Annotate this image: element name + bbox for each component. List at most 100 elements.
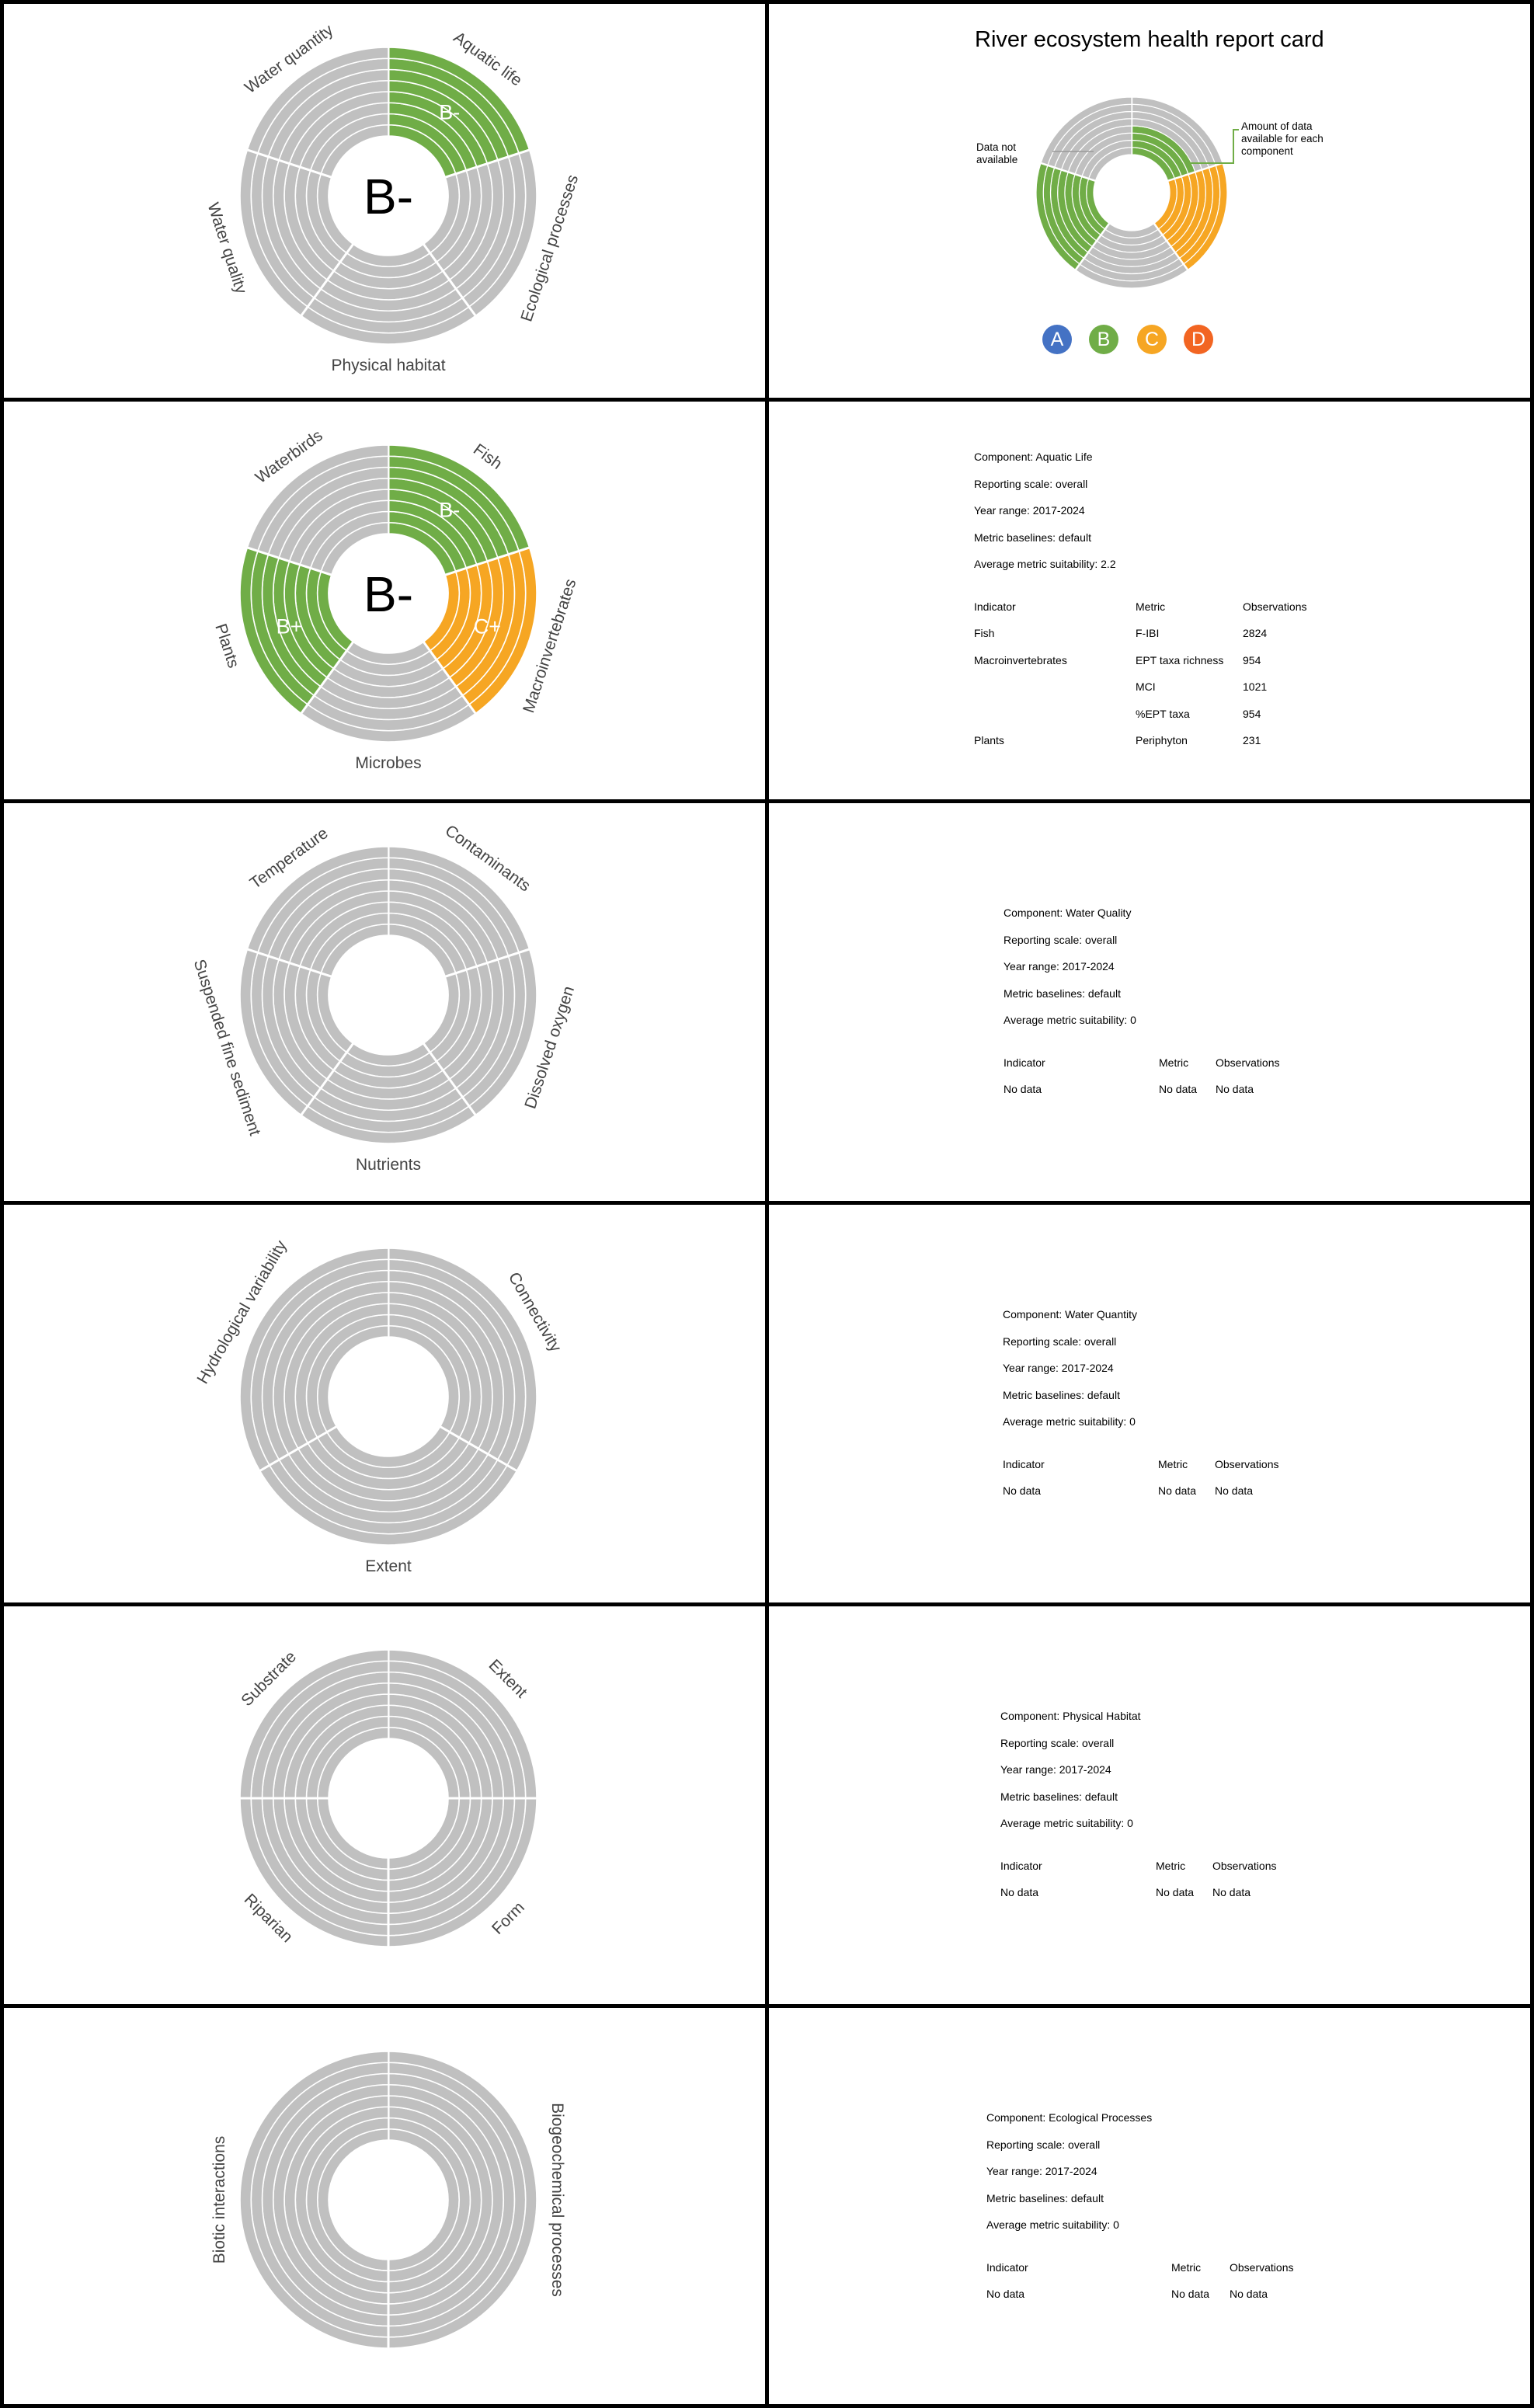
info-block: Component: Physical Habitat Reporting sca…: [1000, 1708, 1311, 1913]
table-cell: %EPT taxa: [1136, 707, 1190, 720]
segment-divider: [423, 243, 477, 317]
segment-contaminants: [388, 846, 530, 978]
table-cell: No data: [1212, 1886, 1251, 1898]
data-not-available-label: Data not available: [976, 141, 1018, 165]
table-header-cell: Observations: [1212, 1859, 1277, 1872]
table-header-cell: Indicator: [1004, 1056, 1045, 1069]
legend-grade-c: C: [1137, 325, 1167, 354]
chart-panel-aquatic-life: B- Fish C+ Macroinvertebrates Microbes B+ Plan…: [0, 398, 769, 803]
segment-divider: [444, 948, 530, 978]
segment-divider: [444, 148, 530, 179]
spacer: [1003, 1441, 1313, 1458]
segment-divider: [423, 1042, 477, 1116]
component-label: Component: Water Quality: [1004, 906, 1132, 919]
observations-table: Indicator Metric Observations No data No dat…: [1003, 1458, 1313, 1512]
wedge-grade: B-: [439, 101, 460, 124]
table-header-cell: Metric: [1156, 1859, 1186, 1872]
info-block: Component: Ecological Processes Reporting…: [986, 2110, 1328, 2315]
table-cell: No data: [1004, 1083, 1042, 1095]
component-label: Component: Aquatic Life: [974, 451, 1093, 463]
table-row: Fish F-IBI 2824: [974, 627, 1409, 654]
table-cell: 231: [1243, 734, 1261, 746]
table-header-cell: Indicator: [1000, 1859, 1042, 1872]
table-cell: Fish: [974, 627, 995, 639]
table-cell: No data: [1230, 2288, 1268, 2300]
segment-divider: [246, 546, 332, 576]
segment-plants: [239, 546, 354, 715]
segment-divider: [246, 148, 332, 179]
reporting-scale-label: Reporting scale: overall: [986, 2138, 1101, 2151]
ring-cell: [239, 1649, 389, 1799]
legend-panel: River ecosystem health report card Data …: [765, 0, 1534, 402]
wedge-label-microbes: Microbes: [355, 754, 421, 772]
table-cell: Periphyton: [1136, 734, 1188, 746]
center-grade: B-: [363, 566, 413, 622]
observations-table: Indicator Metric Observations No data No dat…: [1000, 1860, 1311, 1913]
sunburst-ecological-processes: Biogeochemical processes Biotic interacti…: [210, 2051, 566, 2349]
table-header-cell: Observations: [1243, 600, 1307, 613]
reporting-scale-label: Reporting scale: overall: [974, 477, 1088, 490]
wedge-label-fish: Fish: [470, 440, 506, 473]
table-header-cell: Indicator: [986, 2260, 1028, 2274]
ring-cell: [1040, 96, 1132, 166]
metric-baselines-label: Metric baselines: default: [974, 531, 1091, 544]
table-cell: Macroinvertebrates: [974, 653, 1067, 666]
table-header-cell: Metric: [1171, 2260, 1202, 2274]
segment-divider: [1040, 162, 1096, 183]
ring-cell: [239, 2051, 389, 2349]
segment-physical-habitat: [300, 243, 477, 345]
reporting-scale-label: Reporting scale: overall: [1004, 933, 1118, 946]
suitability-label: Average metric suitability: 0: [1003, 1415, 1136, 1428]
table-cell: No data: [1215, 1484, 1254, 1497]
spacer: [986, 2244, 1328, 2261]
info-block: Component: Aquatic Life Reporting scale: …: [974, 449, 1409, 761]
table-cell: 954: [1243, 653, 1261, 666]
suitability-label: Average metric suitability: 2.2: [974, 558, 1116, 570]
segment-fish: [388, 444, 530, 576]
segment-divider: [1153, 222, 1189, 271]
table-header-cell: Metric: [1158, 1457, 1188, 1470]
table-row: No data No data No data: [1000, 1886, 1311, 1913]
amount-of-data-label: Amount of data available for each compon…: [1241, 120, 1324, 157]
table-header-cell: Indicator: [974, 600, 1016, 613]
segment-biogeochemical-processes: [388, 2051, 537, 2349]
table-header-cell: Observations: [1215, 1457, 1279, 1470]
chart-panel-physical-habitat: Extent Form Riparian Substrate: [0, 1602, 769, 2008]
suitability-label: Average metric suitability: 0: [1000, 1817, 1133, 1829]
wedge-grade: B-: [439, 499, 460, 522]
table-cell: No data: [1159, 1083, 1198, 1095]
table-cell: No data: [986, 2288, 1025, 2300]
table-header-cell: Metric: [1159, 1056, 1189, 1069]
chart-panel-ecological-processes: Biogeochemical processes Biotic interacti…: [0, 2004, 769, 2408]
segment-segment: [1035, 162, 1111, 271]
ring-cell: [246, 47, 389, 155]
ring-cell: [246, 846, 389, 954]
observations-table: Indicator Metric Observations Fish F-IBI 2824…: [974, 600, 1409, 761]
segment-divider: [423, 641, 477, 715]
table-header-row: Indicator Metric Observations: [986, 2261, 1328, 2288]
table-cell: No data: [1158, 1484, 1197, 1497]
table-cell: MCI: [1136, 680, 1156, 693]
table-row: %EPT taxa 954: [974, 708, 1409, 735]
segment-hydrological-variability: [239, 1247, 389, 1472]
year-range-label: Year range: 2017-2024: [1003, 1362, 1114, 1374]
metric-baselines-label: Metric baselines: default: [1000, 1790, 1118, 1803]
segment-divider: [300, 641, 354, 715]
table-row: Macroinvertebrates EPT taxa richness 954: [974, 654, 1409, 681]
segment-divider: [1167, 162, 1223, 183]
segment-segment: [1040, 96, 1132, 182]
table-cell: EPT taxa richness: [1136, 653, 1224, 666]
report-title: River ecosystem health report card: [975, 27, 1324, 52]
segment-dissolved-oxygen: [423, 948, 537, 1116]
wedge-label-plants: Plants: [211, 621, 242, 670]
table-header-cell: Metric: [1136, 600, 1166, 613]
table-cell: Plants: [974, 734, 1004, 746]
component-label: Component: Ecological Processes: [986, 2111, 1153, 2124]
table-cell: No data: [1171, 2288, 1210, 2300]
info-panel-ecological-processes: Component: Ecological Processes Reporting…: [765, 2004, 1534, 2408]
table-cell: No data: [1003, 1484, 1042, 1497]
